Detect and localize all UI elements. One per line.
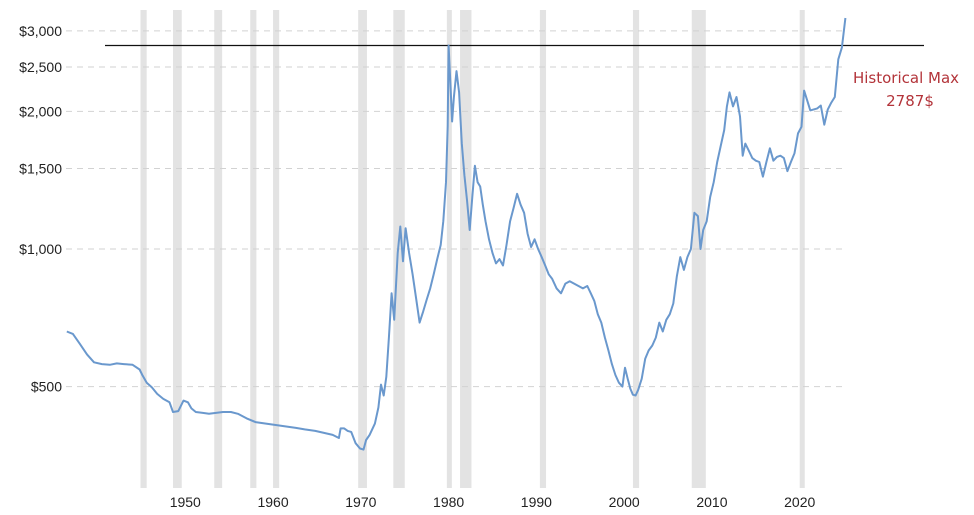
y-tick-label: $3,000 xyxy=(19,23,62,39)
recession-band xyxy=(446,10,452,488)
series-line xyxy=(66,17,847,451)
recession-band xyxy=(632,10,640,488)
horizontal-gridlines xyxy=(66,30,842,388)
x-tick-label: 1960 xyxy=(257,494,288,510)
y-tick-label: $1,500 xyxy=(19,160,62,176)
historical-max-label: Historical Max xyxy=(853,69,959,87)
x-tick-label: 1970 xyxy=(345,494,376,510)
recession-band xyxy=(358,10,367,488)
y-axis: $500 $1,000 $1,500 $2,000 $2,500 $3,000 xyxy=(19,23,62,395)
price-series xyxy=(66,17,847,451)
x-tick-label: 1950 xyxy=(170,494,201,510)
y-tick-label: $2,000 xyxy=(19,103,62,119)
x-tick-label: 2000 xyxy=(609,494,640,510)
recession-band xyxy=(799,10,805,488)
recession-band xyxy=(214,10,223,488)
x-tick-label: 1990 xyxy=(521,494,552,510)
x-axis: 1950 1960 1970 1980 1990 2000 2010 2020 xyxy=(170,494,816,510)
x-tick-label: 2020 xyxy=(784,494,815,510)
historical-max-value: 2787$ xyxy=(886,92,934,110)
y-tick-label: $2,500 xyxy=(19,59,62,75)
x-tick-label: 2010 xyxy=(696,494,727,510)
y-tick-label: $1,000 xyxy=(19,241,62,257)
x-tick-label: 1980 xyxy=(433,494,464,510)
y-tick-label: $500 xyxy=(31,379,62,395)
